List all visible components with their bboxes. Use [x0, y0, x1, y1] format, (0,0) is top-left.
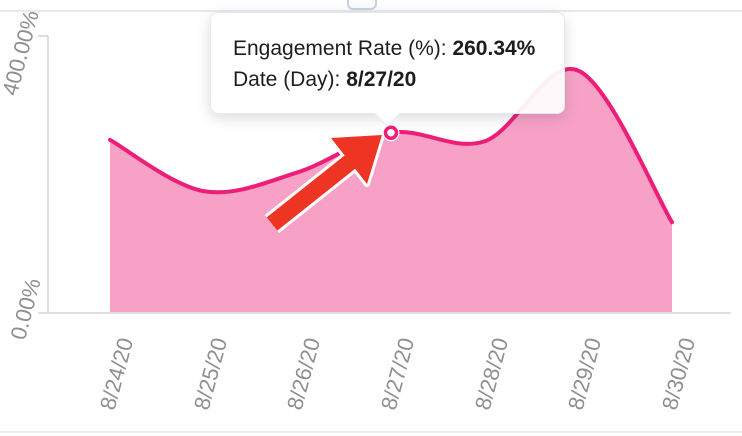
tooltip-date-label: Date (Day): — [233, 68, 347, 91]
popover-drag-handle-icon[interactable] — [347, 0, 377, 10]
tooltip-metric-value: 260.34% — [452, 37, 536, 60]
tooltip-metric-label: Engagement Rate (%): — [233, 37, 453, 60]
top-divider — [0, 10, 742, 12]
tooltip-date-value: 8/27/20 — [346, 68, 417, 91]
tooltip-metric-line: Engagement Rate (%): 260.34% — [233, 33, 564, 64]
tooltip-date-line: Date (Day): 8/27/20 — [233, 64, 564, 95]
bottom-divider — [0, 431, 742, 433]
highlighted-data-point-marker[interactable] — [383, 125, 399, 140]
annotation-arrow-shaft — [266, 155, 356, 231]
annotation-arrowhead-icon — [331, 135, 382, 184]
chart-tooltip: Engagement Rate (%): 260.34% Date (Day):… — [210, 12, 565, 127]
area-fill — [110, 68, 672, 312]
series-line — [108, 67, 674, 225]
